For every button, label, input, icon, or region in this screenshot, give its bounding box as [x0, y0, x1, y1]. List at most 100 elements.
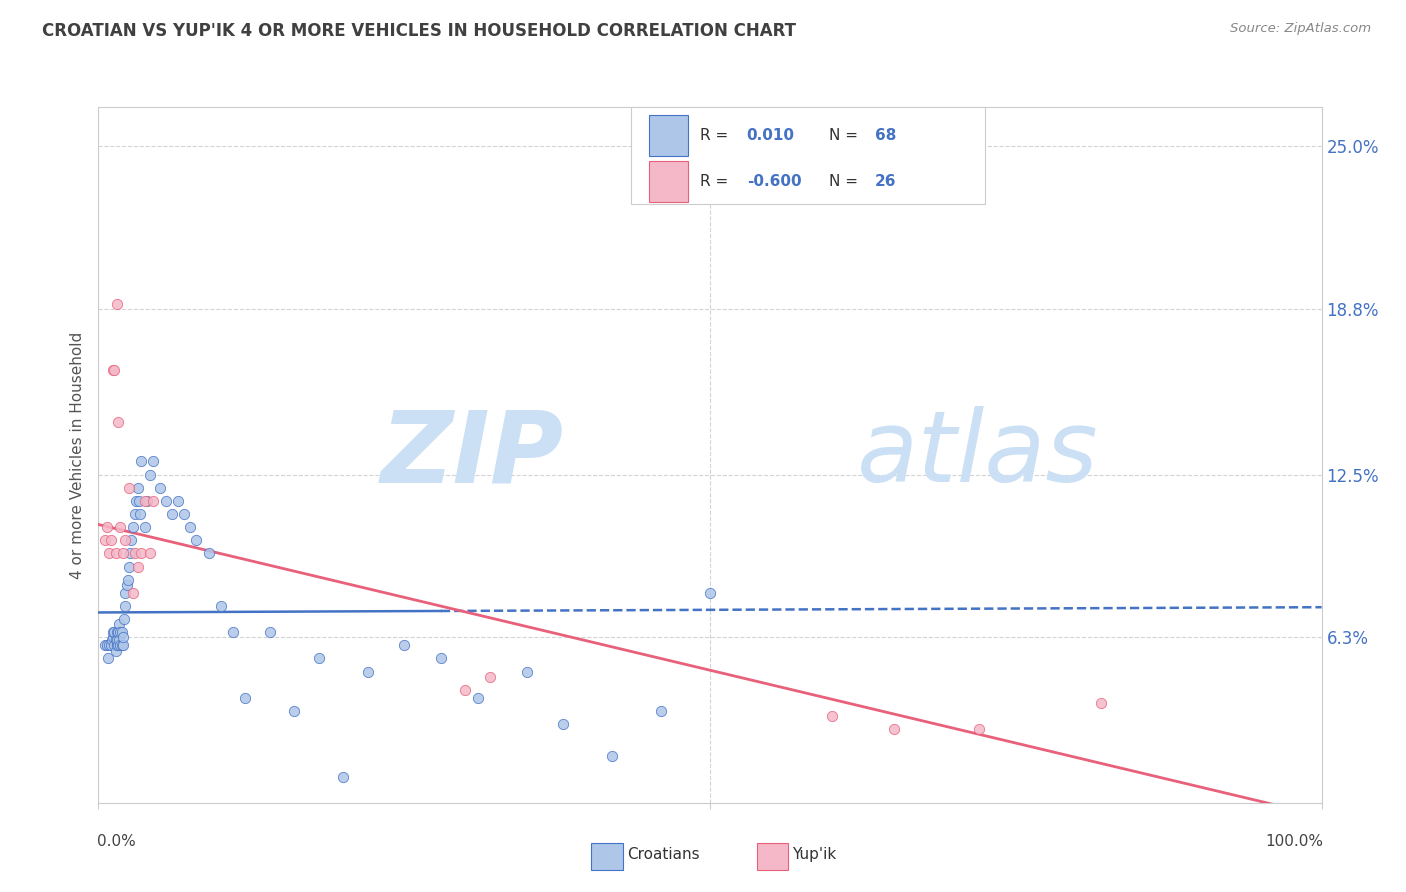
Point [101, 625, 124, 640]
Point [111, 638, 134, 652]
Y-axis label: 4 or more Vehicles in Household: 4 or more Vehicles in Household [70, 331, 86, 579]
Point [332, 770, 354, 784]
Point [118, 481, 141, 495]
FancyBboxPatch shape [650, 115, 688, 156]
Point [1090, 696, 1112, 710]
Point [134, 520, 156, 534]
Point [430, 651, 453, 665]
Point [600, 748, 623, 763]
Point [125, 494, 148, 508]
Text: atlas: atlas [856, 407, 1098, 503]
Point [93, 533, 115, 548]
Text: 0.010: 0.010 [747, 128, 794, 144]
Point [136, 494, 159, 508]
Text: Croatians: Croatians [627, 847, 699, 863]
Point [259, 625, 281, 640]
Point [114, 533, 136, 548]
Point [124, 546, 146, 560]
Point [111, 625, 134, 640]
Point [104, 633, 127, 648]
Point [139, 546, 162, 560]
Point [111, 546, 134, 560]
Point [108, 633, 131, 648]
Point [127, 481, 149, 495]
Point [105, 297, 128, 311]
Point [110, 638, 132, 652]
Point [699, 586, 721, 600]
Text: 68: 68 [875, 128, 897, 144]
Point [121, 520, 143, 534]
Text: 100.0%: 100.0% [1265, 834, 1323, 849]
Point [467, 690, 489, 705]
Point [101, 633, 124, 648]
Point [101, 362, 124, 376]
Point [129, 454, 152, 468]
Point [160, 507, 183, 521]
Point [179, 520, 201, 534]
Point [114, 586, 136, 600]
Point [98, 546, 121, 560]
Point [104, 546, 127, 560]
Point [103, 625, 125, 640]
Point [112, 612, 135, 626]
Point [142, 494, 165, 508]
Point [515, 665, 537, 679]
Point [100, 638, 122, 652]
Text: R =: R = [700, 128, 734, 144]
Point [167, 494, 190, 508]
Point [108, 617, 131, 632]
Point [103, 362, 125, 376]
Point [120, 546, 142, 560]
Point [107, 415, 129, 429]
Point [93, 638, 115, 652]
Point [283, 704, 305, 718]
Point [128, 494, 150, 508]
Point [139, 467, 162, 482]
Point [155, 494, 177, 508]
Point [107, 638, 129, 652]
FancyBboxPatch shape [592, 843, 623, 871]
Point [149, 481, 172, 495]
Point [967, 723, 990, 737]
Point [121, 586, 143, 600]
Text: 0.0%: 0.0% [97, 834, 136, 849]
Point [129, 546, 152, 560]
Point [110, 520, 132, 534]
Point [478, 670, 501, 684]
Point [97, 651, 120, 665]
Point [96, 638, 118, 652]
Text: R =: R = [700, 174, 734, 188]
Point [100, 533, 122, 548]
Point [107, 625, 129, 640]
Text: CROATIAN VS YUP'IK 4 OR MORE VEHICLES IN HOUSEHOLD CORRELATION CHART: CROATIAN VS YUP'IK 4 OR MORE VEHICLES IN… [42, 22, 796, 40]
Text: -0.600: -0.600 [747, 174, 801, 188]
Point [186, 533, 208, 548]
FancyBboxPatch shape [756, 843, 789, 871]
Point [111, 638, 134, 652]
Point [392, 638, 416, 652]
Text: Yup'ik: Yup'ik [792, 847, 837, 863]
Point [173, 507, 195, 521]
Point [356, 665, 378, 679]
Point [124, 507, 146, 521]
Point [114, 599, 136, 613]
Point [134, 494, 156, 508]
Point [105, 625, 128, 640]
FancyBboxPatch shape [650, 161, 688, 202]
Point [454, 682, 477, 697]
Point [117, 573, 139, 587]
Point [103, 638, 125, 652]
Point [821, 709, 844, 723]
Point [222, 625, 245, 640]
Text: N =: N = [828, 128, 862, 144]
Point [129, 507, 152, 521]
FancyBboxPatch shape [630, 107, 986, 204]
Point [308, 651, 330, 665]
Text: Source: ZipAtlas.com: Source: ZipAtlas.com [1230, 22, 1371, 36]
Point [118, 559, 141, 574]
Point [96, 520, 118, 534]
Point [650, 704, 672, 718]
Point [110, 625, 132, 640]
Text: ZIP: ZIP [380, 407, 564, 503]
Point [209, 599, 232, 613]
